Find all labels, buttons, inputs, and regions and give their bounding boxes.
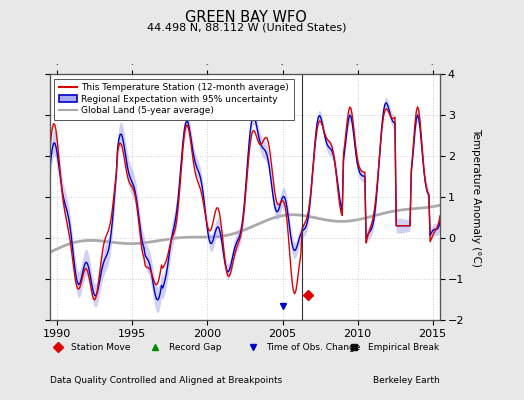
- Text: Station Move: Station Move: [71, 343, 131, 352]
- Legend: This Temperature Station (12-month average), Regional Expectation with 95% uncer: This Temperature Station (12-month avera…: [54, 78, 293, 120]
- Text: Record Gap: Record Gap: [169, 343, 221, 352]
- Text: Data Quality Controlled and Aligned at Breakpoints: Data Quality Controlled and Aligned at B…: [50, 376, 282, 385]
- Text: 44.498 N, 88.112 W (United States): 44.498 N, 88.112 W (United States): [147, 22, 346, 32]
- Text: GREEN BAY WFO: GREEN BAY WFO: [185, 10, 307, 25]
- Text: Berkeley Earth: Berkeley Earth: [374, 376, 440, 385]
- Y-axis label: Temperature Anomaly (°C): Temperature Anomaly (°C): [471, 128, 481, 266]
- Text: Time of Obs. Change: Time of Obs. Change: [266, 343, 361, 352]
- Text: Empirical Break: Empirical Break: [368, 343, 439, 352]
